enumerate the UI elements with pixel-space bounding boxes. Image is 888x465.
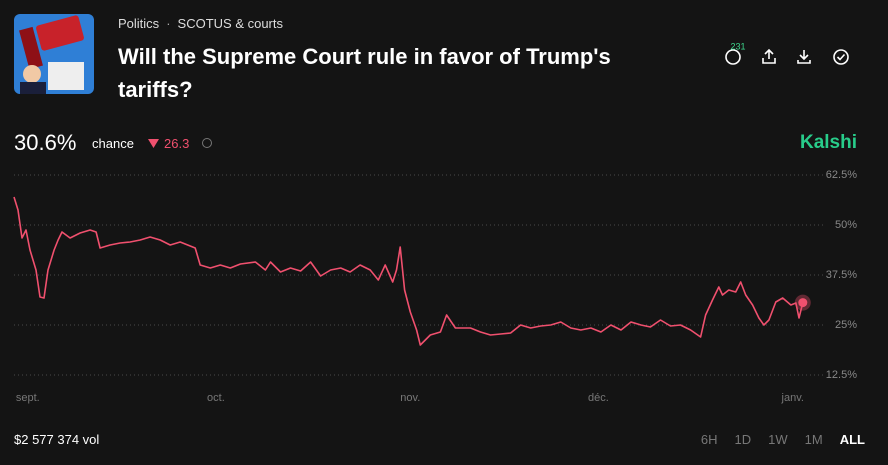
y-tick-label: 12.5% — [826, 369, 857, 381]
volume: $2 577 374 vol — [14, 432, 100, 447]
info-icon — [202, 138, 212, 148]
check-icon[interactable] — [833, 49, 849, 65]
range-selector: 6H 1D 1W 1M ALL — [701, 432, 865, 447]
y-tick-label: 25% — [835, 319, 857, 331]
range-button[interactable]: ALL — [839, 432, 865, 447]
thumbnail — [14, 14, 94, 94]
x-tick-label: sept. — [16, 392, 40, 404]
range-button[interactable]: 1D — [734, 432, 752, 447]
x-tick-label: janv. — [781, 392, 804, 404]
down-arrow — [148, 139, 159, 148]
y-tick-label: 50% — [835, 219, 857, 231]
last-point — [798, 298, 808, 308]
y-tick-label: 37.5% — [826, 269, 857, 281]
range-button[interactable]: 1M — [804, 432, 823, 447]
brand: Kalshi — [799, 132, 857, 153]
x-tick-label: oct. — [207, 392, 225, 404]
chance-label: chance — [92, 136, 134, 151]
y-tick-label: 62.5% — [826, 169, 857, 181]
download-icon[interactable] — [797, 50, 811, 64]
change-value: 26.3 — [164, 136, 190, 151]
category[interactable]: Politics — [118, 16, 160, 31]
comment-count: 231 — [730, 41, 745, 51]
range-button[interactable]: 1W — [768, 432, 788, 447]
comment-icon[interactable] — [725, 49, 741, 65]
market-title: Will the Supreme Court rule in favor of … — [118, 44, 611, 102]
x-tick-label: déc. — [588, 392, 609, 404]
price-line — [13, 196, 804, 346]
share-icon[interactable] — [762, 48, 776, 64]
breadcrumb: Politics · SCOTUS & courts — [118, 16, 283, 31]
range-button[interactable]: 6H — [700, 432, 718, 447]
x-tick-label: nov. — [400, 392, 420, 404]
subcategory[interactable]: SCOTUS & courts — [177, 16, 283, 31]
chance-value: 30.6% — [14, 130, 77, 155]
